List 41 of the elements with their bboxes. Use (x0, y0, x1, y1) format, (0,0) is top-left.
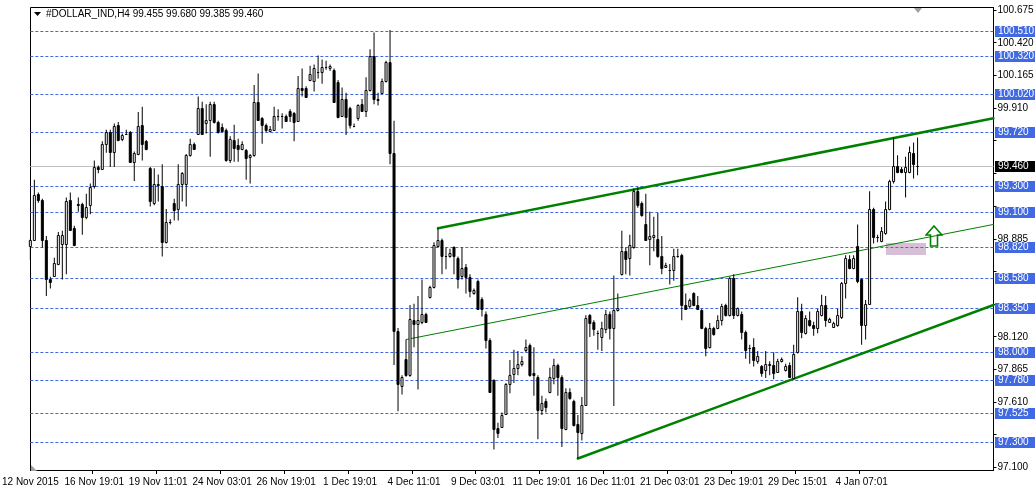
chart-title: #DOLLAR_IND,H4 99.455 99.680 99.385 99.460 (46, 8, 264, 20)
ref-line-label: 100.320 (998, 50, 1035, 62)
y-tick-label: 98.885 (997, 232, 1029, 244)
y-tick-label: 97.100 (997, 461, 1029, 473)
ref-line-label: 97.300 (998, 436, 1030, 448)
ref-line-label: 99.460 (998, 160, 1030, 172)
x-tick-label: 16 Nov 19:01 (64, 475, 125, 487)
ref-line-label: 100.020 (998, 88, 1035, 100)
ref-line-label: 98.820 (998, 241, 1030, 253)
x-tick-label: 29 Dec 15:01 (767, 475, 828, 487)
ref-line-label: 99.720 (998, 126, 1030, 138)
x-tick-label: 19 Nov 11:01 (128, 475, 189, 487)
candlestick (416, 296, 420, 390)
ref-line-label: 97.525 (998, 407, 1030, 419)
candlestick (204, 104, 208, 134)
y-tick-label: 98.120 (997, 330, 1029, 342)
ref-line-label: 100.510 (998, 25, 1035, 37)
y-tick-label: 100.675 (997, 3, 1035, 15)
x-tick-label: 9 Dec 03:01 (450, 475, 506, 487)
y-tick-label: 100.165 (997, 69, 1035, 81)
ref-line-label: 97.780 (998, 374, 1030, 386)
x-tick-label: 23 Dec 19:01 (703, 475, 764, 487)
candlestick (648, 211, 652, 266)
x-tick-label: 21 Dec 03:01 (640, 475, 700, 487)
ref-line-label: 98.000 (998, 346, 1030, 358)
y-tick-label: 97.610 (997, 395, 1029, 407)
ref-line-label: 99.100 (998, 206, 1030, 218)
ref-line-label: 99.300 (998, 180, 1030, 192)
x-tick-label: 16 Dec 11:01 (576, 475, 636, 487)
y-tick-label: 97.865 (997, 363, 1029, 375)
x-tick-label: 1 Dec 19:01 (323, 475, 378, 487)
x-tick-label: 26 Nov 19:01 (256, 475, 317, 487)
x-tick-label: 11 Dec 19:01 (512, 475, 572, 487)
ref-line-label: 98.580 (998, 272, 1030, 284)
ref-line-label: 98.350 (998, 302, 1030, 314)
y-tick-label: 100.420 (997, 36, 1035, 48)
x-tick-label: 4 Jan 07:01 (835, 475, 889, 487)
x-tick-label: 12 Nov 2015 (2, 475, 60, 487)
x-tick-label: 4 Dec 11:01 (387, 475, 442, 487)
x-tick-label: 24 Nov 03:01 (192, 475, 253, 487)
y-tick-label: 99.910 (997, 101, 1029, 113)
